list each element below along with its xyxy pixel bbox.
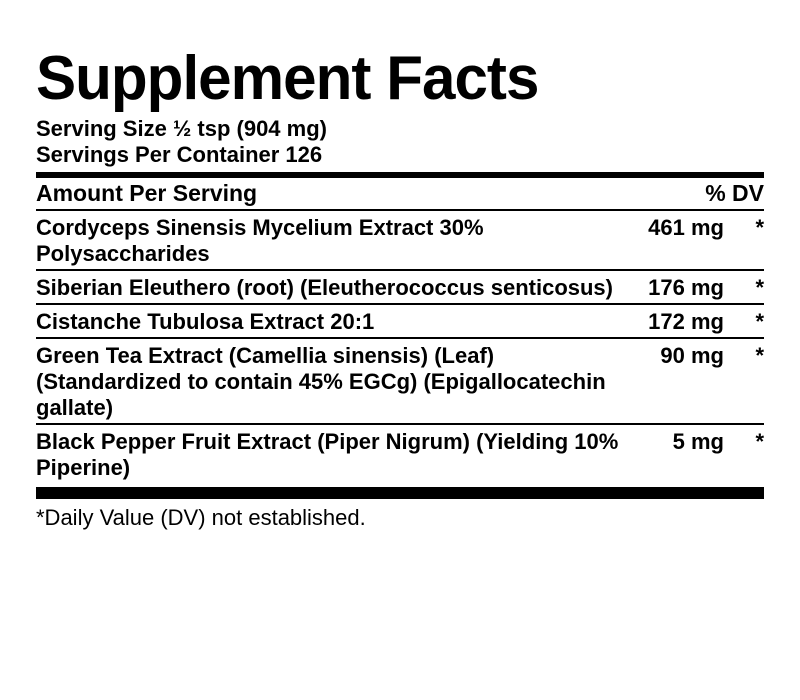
ingredient-name: Cistanche Tubulosa Extract 20:1: [36, 309, 634, 335]
ingredients-list: Cordyceps Sinensis Mycelium Extract 30% …: [36, 215, 764, 481]
ingredient-row: Siberian Eleuthero (root) (Eleutherococc…: [36, 275, 764, 301]
supplement-facts-panel: Supplement Facts Serving Size ½ tsp (904…: [36, 48, 764, 531]
ingredient-name: Green Tea Extract (Camellia sinensis) (L…: [36, 343, 634, 421]
ingredient-dv: *: [724, 429, 764, 455]
rule-bottom: [36, 487, 764, 499]
rule-after-header: [36, 209, 764, 211]
rule-between-rows: [36, 303, 764, 305]
rule-top: [36, 172, 764, 178]
rule-between-rows: [36, 423, 764, 425]
ingredient-row: Cordyceps Sinensis Mycelium Extract 30% …: [36, 215, 764, 267]
amount-per-serving-label: Amount Per Serving: [36, 180, 257, 207]
ingredient-amount: 5 mg: [634, 429, 724, 455]
ingredient-amount: 461 mg: [634, 215, 724, 241]
table-header-row: Amount Per Serving % DV: [36, 180, 764, 207]
ingredient-dv: *: [724, 275, 764, 301]
ingredient-name: Cordyceps Sinensis Mycelium Extract 30% …: [36, 215, 634, 267]
ingredient-amount: 172 mg: [634, 309, 724, 335]
ingredient-dv: *: [724, 309, 764, 335]
servings-per-container: Servings Per Container 126: [36, 142, 764, 168]
ingredient-dv: *: [724, 215, 764, 241]
ingredient-row: Black Pepper Fruit Extract (Piper Nigrum…: [36, 429, 764, 481]
ingredient-amount: 176 mg: [634, 275, 724, 301]
rule-between-rows: [36, 337, 764, 339]
ingredient-name: Siberian Eleuthero (root) (Eleutherococc…: [36, 275, 634, 301]
ingredient-amount: 90 mg: [634, 343, 724, 369]
rule-between-rows: [36, 269, 764, 271]
panel-title: Supplement Facts: [36, 48, 742, 110]
ingredient-name: Black Pepper Fruit Extract (Piper Nigrum…: [36, 429, 634, 481]
dv-footnote: *Daily Value (DV) not established.: [36, 505, 764, 531]
ingredient-dv: *: [724, 343, 764, 369]
ingredient-row: Cistanche Tubulosa Extract 20:1172 mg*: [36, 309, 764, 335]
serving-size: Serving Size ½ tsp (904 mg): [36, 116, 764, 142]
percent-dv-label: % DV: [705, 180, 764, 207]
serving-info: Serving Size ½ tsp (904 mg) Servings Per…: [36, 116, 764, 168]
ingredient-row: Green Tea Extract (Camellia sinensis) (L…: [36, 343, 764, 421]
